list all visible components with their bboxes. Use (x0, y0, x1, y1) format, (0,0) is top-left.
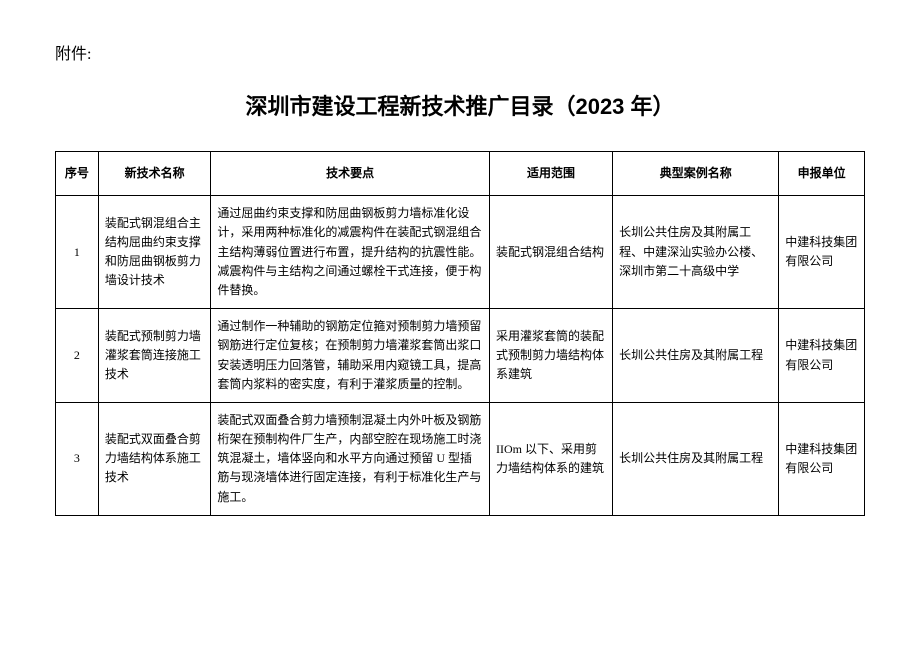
cell-unit: 中建科技集团有限公司 (779, 402, 865, 515)
cell-scope: IIOm 以下、采用剪力墙结构体系的建筑 (489, 402, 612, 515)
table-row: 1 装配式钢混组合主结构屈曲约束支撑和防屈曲钢板剪力墙设计技术 通过屈曲约束支撑… (56, 196, 865, 309)
cell-scope: 采用灌浆套筒的装配式预制剪力墙结构体系建筑 (489, 309, 612, 403)
cell-unit: 中建科技集团有限公司 (779, 309, 865, 403)
col-header-points: 技术要点 (211, 152, 490, 196)
cell-name: 装配式双面叠合剪力墙结构体系施工技术 (98, 402, 211, 515)
col-header-scope: 适用范围 (489, 152, 612, 196)
cell-unit: 中建科技集团有限公司 (779, 196, 865, 309)
page-title: 深圳市建设工程新技术推广目录（2023 年） (55, 89, 865, 121)
cell-index: 1 (56, 196, 99, 309)
tech-catalog-table: 序号 新技术名称 技术要点 适用范围 典型案例名称 申报单位 1 装配式钢混组合… (55, 151, 865, 516)
cell-points: 通过制作一种辅助的钢筋定位箍对预制剪力墙预留钢筋进行定位复核；在预制剪力墙灌浆套… (211, 309, 490, 403)
cell-scope: 装配式钢混组合结构 (489, 196, 612, 309)
cell-case: 长圳公共住房及其附属工程 (613, 309, 779, 403)
col-header-index: 序号 (56, 152, 99, 196)
cell-case: 长圳公共住房及其附属工程 (613, 402, 779, 515)
col-header-name: 新技术名称 (98, 152, 211, 196)
table-row: 2 装配式预制剪力墙灌浆套筒连接施工技术 通过制作一种辅助的钢筋定位箍对预制剪力… (56, 309, 865, 403)
col-header-unit: 申报单位 (779, 152, 865, 196)
cell-name: 装配式钢混组合主结构屈曲约束支撑和防屈曲钢板剪力墙设计技术 (98, 196, 211, 309)
table-header-row: 序号 新技术名称 技术要点 适用范围 典型案例名称 申报单位 (56, 152, 865, 196)
cell-points: 装配式双面叠合剪力墙预制混凝土内外叶板及钢筋桁架在预制构件厂生产，内部空腔在现场… (211, 402, 490, 515)
cell-case: 长圳公共住房及其附属工程、中建深汕实验办公楼、深圳市第二十高级中学 (613, 196, 779, 309)
table-row: 3 装配式双面叠合剪力墙结构体系施工技术 装配式双面叠合剪力墙预制混凝土内外叶板… (56, 402, 865, 515)
col-header-case: 典型案例名称 (613, 152, 779, 196)
attachment-label: 附件: (55, 40, 865, 64)
cell-points: 通过屈曲约束支撑和防屈曲钢板剪力墙标准化设计，采用两种标准化的减震构件在装配式钢… (211, 196, 490, 309)
cell-name: 装配式预制剪力墙灌浆套筒连接施工技术 (98, 309, 211, 403)
cell-index: 3 (56, 402, 99, 515)
cell-index: 2 (56, 309, 99, 403)
